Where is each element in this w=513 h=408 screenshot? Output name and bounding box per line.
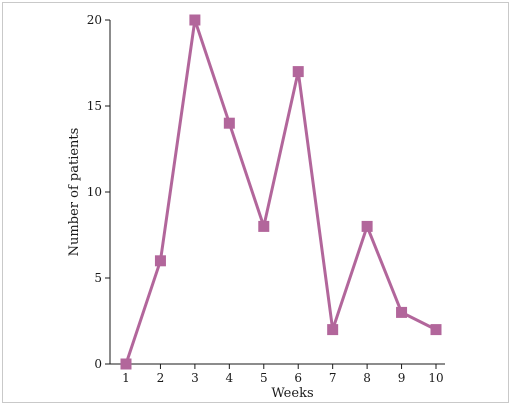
x-tick-label: 9 — [398, 371, 406, 385]
x-tick-label: 8 — [363, 371, 371, 385]
data-point-marker — [292, 66, 304, 78]
y-tick-label: 15 — [87, 99, 102, 113]
y-tick-label: 10 — [87, 185, 102, 199]
y-tick-label: 5 — [94, 271, 102, 285]
data-point-marker — [361, 220, 373, 232]
x-tick-label: 4 — [226, 371, 234, 385]
data-point-marker — [327, 324, 339, 336]
x-tick-label: 2 — [157, 371, 165, 385]
x-ticks: 1 2 3 4 5 6 7 8 9 10 — [122, 364, 444, 385]
data-point-marker — [189, 14, 201, 26]
data-point-marker — [430, 324, 442, 336]
x-tick-label: 10 — [428, 371, 443, 385]
data-point-marker — [223, 117, 235, 129]
data-point-marker — [258, 220, 270, 232]
series-layer — [120, 14, 442, 370]
y-tick-label: 0 — [94, 357, 102, 371]
x-tick-label: 3 — [191, 371, 199, 385]
x-tick-label: 6 — [294, 371, 302, 385]
x-axis-label: Weeks — [271, 386, 313, 401]
y-tick-label: 20 — [87, 13, 102, 27]
data-point-marker — [120, 358, 132, 370]
y-ticks: 0 5 10 15 20 — [87, 13, 110, 371]
data-point-marker — [154, 255, 166, 267]
x-tick-label: 1 — [122, 371, 130, 385]
x-tick-label: 5 — [260, 371, 268, 385]
x-tick-label: 7 — [329, 371, 337, 385]
series-line — [124, 19, 437, 365]
axes — [109, 20, 445, 365]
data-point-marker — [396, 306, 408, 318]
y-axis-label: Number of patients — [67, 128, 82, 257]
